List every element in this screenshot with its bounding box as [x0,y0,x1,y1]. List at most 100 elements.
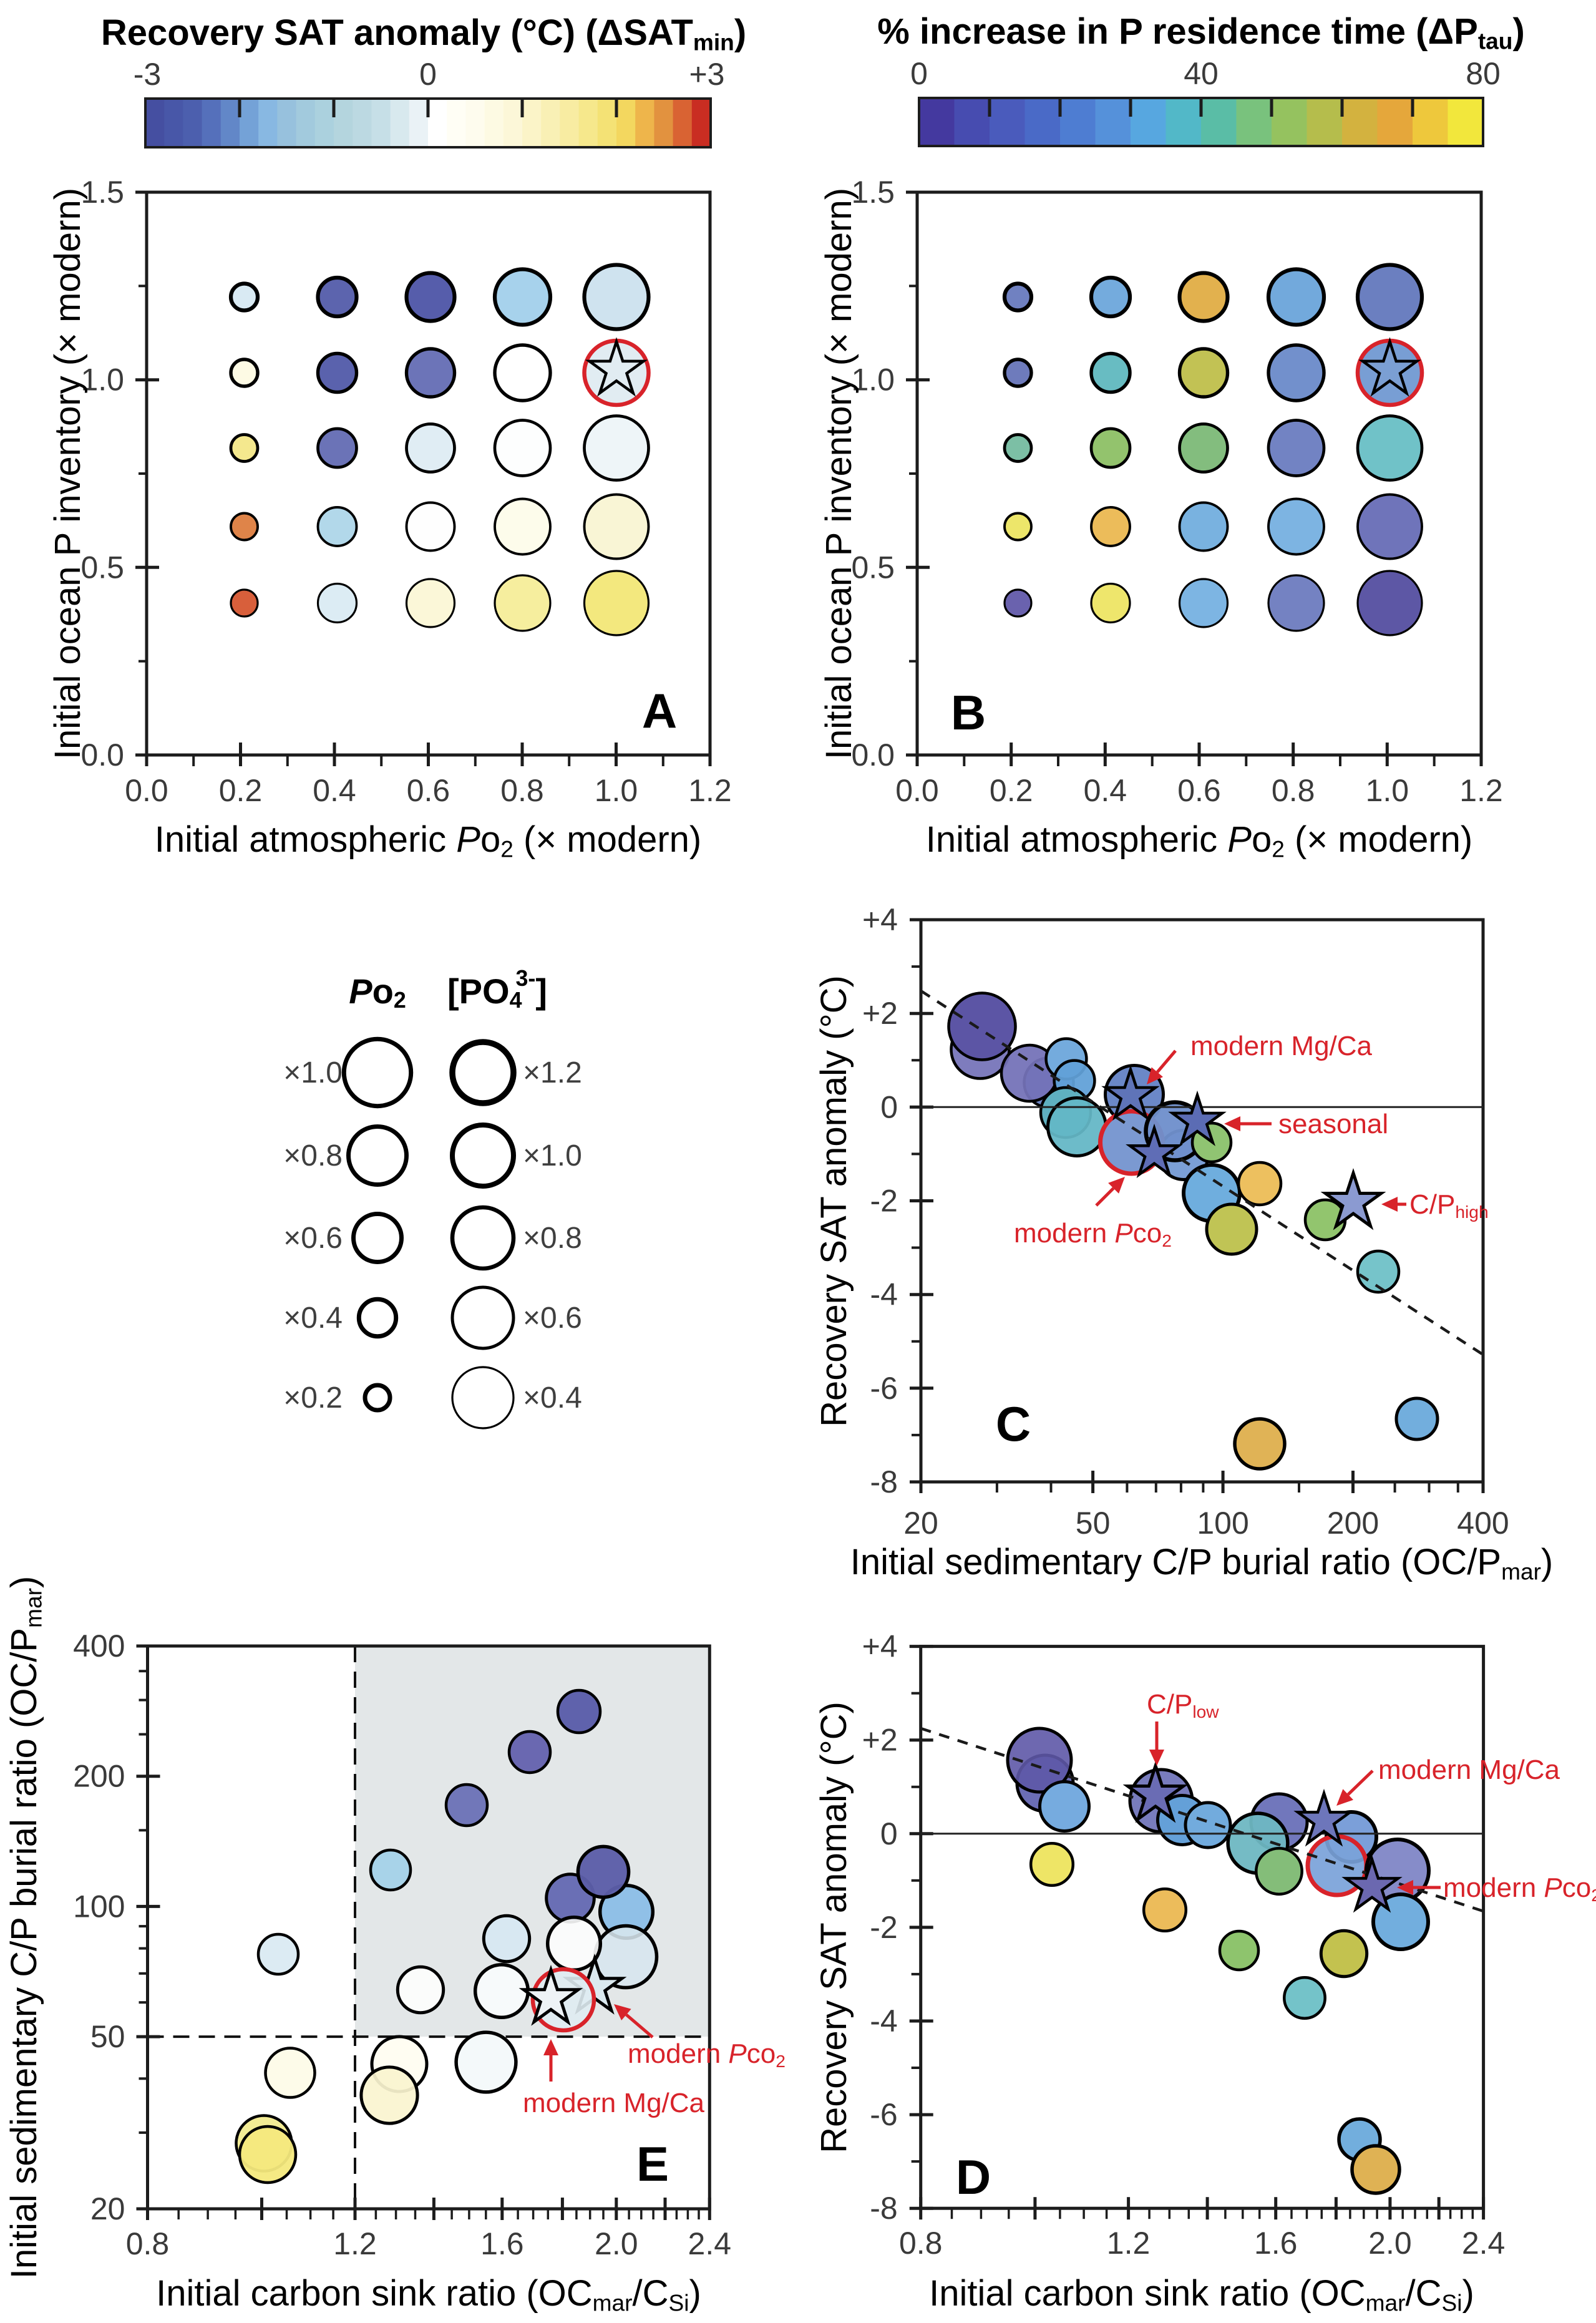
svg-text:1.2: 1.2 [1107,2226,1151,2261]
svg-text:Initial ocean P inventory (× m: Initial ocean P inventory (× modern) [819,188,859,759]
svg-text:×1.2: ×1.2 [523,1056,582,1089]
svg-text:1.6: 1.6 [480,2226,524,2261]
svg-text:seasonal: seasonal [1278,1109,1388,1139]
svg-text:modern Pco2: modern Pco2 [1014,1218,1172,1250]
svg-text:B: B [951,685,986,740]
svg-text:0.4: 0.4 [313,773,356,808]
svg-text:+4: +4 [862,902,898,937]
svg-text:1.6: 1.6 [1254,2226,1298,2261]
svg-text:×0.4: ×0.4 [283,1302,343,1335]
svg-text:+2: +2 [862,1723,898,1758]
svg-text:Recovery SAT anomaly (°C): Recovery SAT anomaly (°C) [814,975,854,1427]
svg-text:[PO43-]: [PO43-] [447,966,547,1013]
svg-text:modern Mg/Ca: modern Mg/Ca [1378,1755,1560,1785]
svg-text:×0.4: ×0.4 [523,1381,582,1415]
svg-text:1.0: 1.0 [80,363,124,397]
svg-text:E: E [636,2136,669,2191]
svg-text:2.4: 2.4 [1462,2226,1506,2261]
svg-text:×0.6: ×0.6 [283,1222,343,1255]
svg-text:2.4: 2.4 [688,2226,732,2261]
svg-text:-8: -8 [870,2191,897,2226]
svg-text:C/Phigh: C/Phigh [1409,1189,1489,1222]
svg-text:2.0: 2.0 [1368,2226,1412,2261]
svg-text:1.0: 1.0 [851,363,895,397]
svg-text:+4: +4 [862,1629,898,1664]
svg-text:0.5: 0.5 [851,550,895,585]
svg-text:×0.8: ×0.8 [283,1139,343,1172]
svg-text:×0.8: ×0.8 [523,1222,582,1255]
svg-text:0.2: 0.2 [990,773,1033,808]
svg-text:0: 0 [880,1816,898,1851]
svg-text:1.0: 1.0 [595,773,638,808]
svg-text:Initial carbon sink ratio (OCm: Initial carbon sink ratio (OCmar/CSi) [156,2273,701,2316]
svg-text:2.0: 2.0 [595,2226,638,2261]
svg-text:0.8: 0.8 [1272,773,1315,808]
svg-text:Recovery SAT anomaly (°C) (ΔSA: Recovery SAT anomaly (°C) (ΔSATmin) [101,12,746,56]
svg-text:+2: +2 [862,996,898,1031]
svg-text:0.8: 0.8 [126,2226,170,2261]
svg-text:-6: -6 [870,1371,898,1406]
svg-text:Initial sedimentary C/P burial: Initial sedimentary C/P burial ratio (OC… [850,1542,1554,1585]
svg-text:Initial ocean P inventory (× m: Initial ocean P inventory (× modern) [47,188,88,759]
svg-text:Po2: Po2 [349,972,406,1013]
svg-text:50: 50 [1076,1506,1111,1541]
svg-text:20: 20 [903,1506,938,1541]
svg-text:×0.2: ×0.2 [283,1381,343,1415]
svg-text:0.8: 0.8 [500,773,544,808]
svg-text:1.2: 1.2 [1459,773,1503,808]
svg-text:-8: -8 [870,1464,898,1499]
svg-text:modern Mg/Ca: modern Mg/Ca [1190,1031,1373,1061]
svg-text:0.6: 0.6 [407,773,450,808]
svg-text:0.0: 0.0 [851,738,895,772]
svg-text:1.0: 1.0 [1366,773,1409,808]
svg-text:80: 80 [1466,56,1501,91]
svg-text:0.6: 0.6 [1177,773,1221,808]
svg-text:-2: -2 [870,1184,898,1219]
svg-text:D: D [956,2150,991,2204]
svg-text:0: 0 [419,57,437,92]
svg-text:+3: +3 [689,57,724,92]
svg-text:200: 200 [73,1759,125,1794]
svg-text:Initial atmospheric Po2 (× mod: Initial atmospheric Po2 (× modern) [155,819,702,862]
svg-text:400: 400 [1457,1506,1509,1541]
svg-text:20: 20 [90,2191,125,2226]
svg-text:0: 0 [910,56,928,91]
svg-text:-4: -4 [870,2004,897,2038]
svg-text:40: 40 [1184,56,1219,91]
svg-text:1.2: 1.2 [333,2226,377,2261]
svg-text:×1.0: ×1.0 [523,1139,582,1172]
svg-text:A: A [642,683,677,738]
svg-text:0.0: 0.0 [895,773,939,808]
svg-text:Recovery SAT anomaly (°C): Recovery SAT anomaly (°C) [814,1702,854,2153]
svg-text:modern Pco2: modern Pco2 [628,2038,786,2071]
svg-text:0: 0 [880,1089,898,1124]
svg-text:% increase in P residence time: % increase in P residence time (ΔPtau) [877,11,1525,54]
svg-text:100: 100 [73,1889,125,1924]
svg-text:C: C [996,1396,1031,1451]
svg-text:0.2: 0.2 [219,773,263,808]
svg-text:50: 50 [90,2019,125,2054]
svg-text:100: 100 [1197,1506,1248,1541]
svg-text:modern Pco2: modern Pco2 [1443,1873,1596,1905]
svg-text:1.5: 1.5 [80,175,124,210]
svg-text:0.5: 0.5 [80,550,124,585]
svg-text:×1.0: ×1.0 [283,1056,343,1089]
svg-text:400: 400 [73,1629,125,1663]
svg-text:-3: -3 [134,57,161,92]
svg-text:1.2: 1.2 [688,773,732,808]
svg-text:-2: -2 [870,1910,897,1945]
svg-text:Initial sedimentary C/P burial: Initial sedimentary C/P burial ratio (OC… [4,1576,47,2279]
svg-text:200: 200 [1327,1506,1379,1541]
svg-text:Initial atmospheric Po2 (× mod: Initial atmospheric Po2 (× modern) [926,819,1473,862]
svg-text:Initial carbon sink ratio (OCm: Initial carbon sink ratio (OCmar/CSi) [929,2273,1474,2316]
svg-text:-6: -6 [870,2097,897,2132]
svg-text:0.4: 0.4 [1084,773,1127,808]
svg-text:×0.6: ×0.6 [523,1302,582,1335]
svg-text:modern Mg/Ca: modern Mg/Ca [523,2088,705,2118]
svg-text:0.0: 0.0 [80,738,124,772]
svg-text:-4: -4 [870,1277,898,1312]
svg-text:0.8: 0.8 [899,2226,943,2261]
svg-text:C/Plow: C/Plow [1147,1689,1219,1722]
svg-text:0.0: 0.0 [125,773,168,808]
svg-text:1.5: 1.5 [851,175,895,210]
